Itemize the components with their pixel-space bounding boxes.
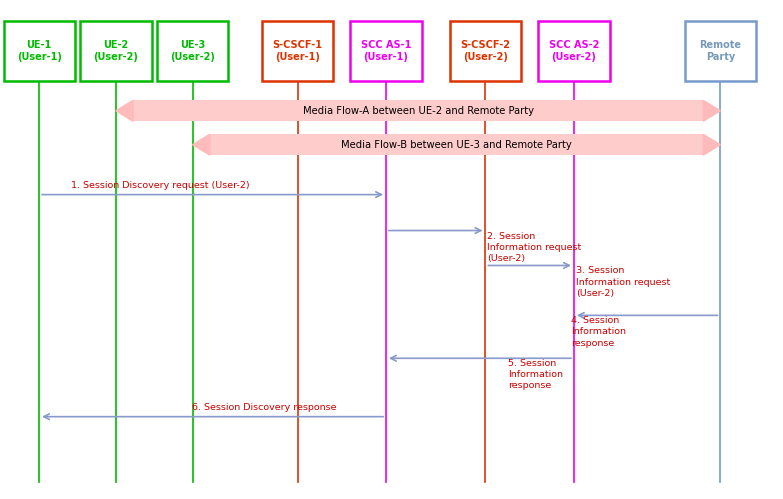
Text: Remote
Party: Remote Party <box>699 40 742 62</box>
Text: 6. Session Discovery response: 6. Session Discovery response <box>193 403 337 412</box>
Text: Media Flow-A between UE-2 and Remote Party: Media Flow-A between UE-2 and Remote Par… <box>302 106 534 116</box>
FancyBboxPatch shape <box>157 21 229 81</box>
Text: 5. Session
Information
response: 5. Session Information response <box>508 359 563 391</box>
FancyBboxPatch shape <box>539 21 609 81</box>
Bar <box>133 100 703 121</box>
Text: SCC AS-1
(User-1): SCC AS-1 (User-1) <box>361 40 411 62</box>
Bar <box>210 134 703 155</box>
Polygon shape <box>116 100 133 121</box>
Text: 4. Session
Information
response: 4. Session Information response <box>571 316 626 348</box>
Polygon shape <box>193 134 210 155</box>
Text: 1. Session Discovery request (User-2): 1. Session Discovery request (User-2) <box>71 181 250 190</box>
Text: UE-1
(User-1): UE-1 (User-1) <box>16 40 62 62</box>
FancyBboxPatch shape <box>80 21 152 81</box>
Text: UE-2
(User-2): UE-2 (User-2) <box>93 40 139 62</box>
FancyBboxPatch shape <box>262 21 334 81</box>
FancyBboxPatch shape <box>449 21 521 81</box>
Text: S-CSCF-1
(User-1): S-CSCF-1 (User-1) <box>272 40 323 62</box>
Text: Media Flow-B between UE-3 and Remote Party: Media Flow-B between UE-3 and Remote Par… <box>341 140 572 150</box>
FancyBboxPatch shape <box>351 21 421 81</box>
Text: 3. Session
Information request
(User-2): 3. Session Information request (User-2) <box>576 266 670 298</box>
Text: 2. Session
Information request
(User-2): 2. Session Information request (User-2) <box>488 232 582 263</box>
FancyBboxPatch shape <box>3 21 75 81</box>
Polygon shape <box>703 134 720 155</box>
Text: S-CSCF-2
(User-2): S-CSCF-2 (User-2) <box>460 40 511 62</box>
Polygon shape <box>703 100 720 121</box>
Text: UE-3
(User-2): UE-3 (User-2) <box>170 40 215 62</box>
FancyBboxPatch shape <box>685 21 756 81</box>
Text: SCC AS-2
(User-2): SCC AS-2 (User-2) <box>549 40 599 62</box>
